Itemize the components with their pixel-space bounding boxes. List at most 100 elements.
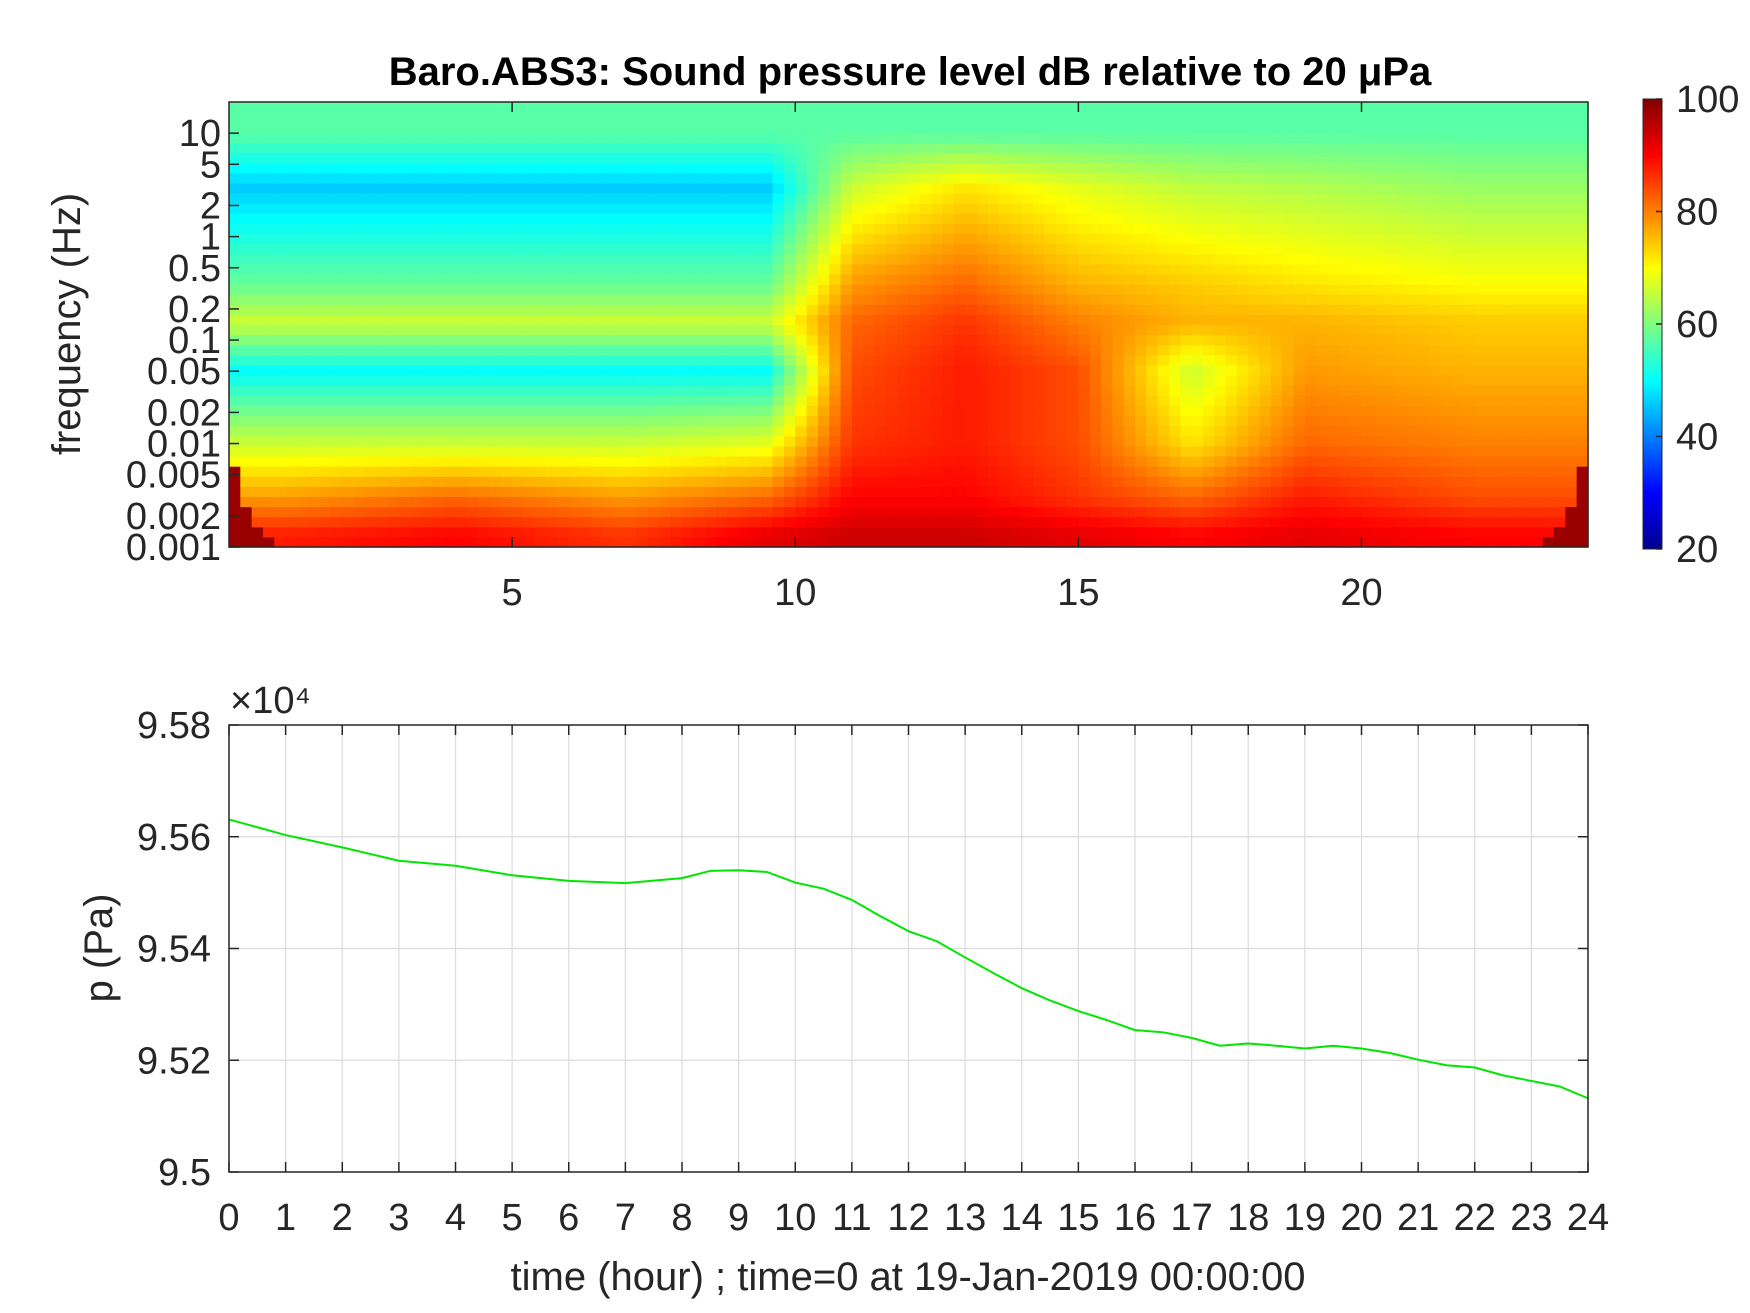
spectrogram-cell xyxy=(512,415,525,427)
spectrogram-cell xyxy=(1021,102,1034,113)
spectrogram-cell xyxy=(704,182,717,194)
spectrogram-cell xyxy=(308,223,321,235)
spectrogram-cell xyxy=(1474,263,1487,275)
spectrogram-cell xyxy=(602,304,615,315)
spectrogram-cell xyxy=(897,193,910,204)
spectrogram-cell xyxy=(908,334,921,346)
spectrogram-cell xyxy=(1361,486,1374,498)
spectrogram-cell xyxy=(330,344,343,356)
spectrogram-cell xyxy=(1123,213,1136,224)
spectrogram-cell xyxy=(829,455,842,467)
spectrogram-cell xyxy=(1429,334,1442,346)
spectrogram-cell xyxy=(1010,304,1023,315)
spectrogram-cell xyxy=(353,476,366,487)
spectrogram-cell xyxy=(976,506,989,518)
spectrogram-cell xyxy=(976,213,989,224)
spectrogram-cell xyxy=(466,182,479,194)
spectrogram-cell xyxy=(364,476,377,487)
spectrogram-cell xyxy=(840,314,853,326)
spectrogram-cell xyxy=(1372,304,1385,315)
spectrogram-cell xyxy=(1055,273,1068,285)
spectrogram-cell xyxy=(1225,182,1238,194)
spectrogram-cell xyxy=(1123,425,1136,437)
spectrogram-cell xyxy=(274,253,287,265)
spectrogram-cell xyxy=(466,233,479,245)
spectrogram-cell xyxy=(568,415,581,427)
spectrogram-cell xyxy=(1474,466,1487,477)
spectrogram-cell xyxy=(591,536,604,548)
spectrogram-cell xyxy=(229,213,241,224)
spectrogram-cell xyxy=(342,294,355,305)
spectrogram-cell xyxy=(455,496,468,508)
spectrogram-cell xyxy=(806,182,819,194)
spectrogram-cell xyxy=(829,112,842,123)
spectrogram-cell xyxy=(580,294,592,305)
spectrogram-cell xyxy=(1146,102,1159,113)
spectrogram-cell xyxy=(1327,385,1340,396)
spectrogram-cell xyxy=(1248,122,1261,133)
spectrogram-cell xyxy=(999,425,1012,437)
spectrogram-cell xyxy=(251,112,264,123)
spectrogram-cell xyxy=(874,304,887,315)
spectrogram-cell xyxy=(455,203,468,214)
spectrogram-cell xyxy=(1044,405,1057,417)
spectrogram-cell xyxy=(376,496,389,508)
spectrogram-cell xyxy=(829,395,842,407)
spectrogram-cell xyxy=(319,435,332,447)
spectrogram-cell xyxy=(1010,223,1023,235)
spectrogram-cell xyxy=(761,415,774,427)
spectrogram-cell xyxy=(1112,364,1125,376)
spectrogram-cell xyxy=(1508,496,1521,508)
spectrogram-cell xyxy=(421,455,434,467)
spectrogram-cell xyxy=(285,213,298,224)
spectrogram-cell xyxy=(738,243,751,255)
spectrogram-cell xyxy=(987,435,1000,447)
spectrogram-cell xyxy=(421,445,434,457)
spectrogram-cell xyxy=(296,496,309,508)
spectrogram-cell xyxy=(806,425,819,437)
spectrogram-cell xyxy=(240,445,253,457)
spectrogram-cell xyxy=(704,395,717,407)
spectrogram-cell xyxy=(670,182,683,194)
spectrogram-cell xyxy=(602,294,615,305)
spectrogram-cell xyxy=(410,213,423,224)
spectrogram-cell xyxy=(806,466,819,477)
spectrogram-cell xyxy=(693,263,706,275)
spectrogram-cell xyxy=(693,284,706,295)
spectrogram-cell xyxy=(795,516,808,528)
spectrogram-cell xyxy=(1486,122,1498,133)
spectrogram-cell xyxy=(1146,172,1159,184)
spectrogram-cell xyxy=(342,193,355,204)
spectrogram-cell xyxy=(1168,506,1181,518)
spectrogram-cell xyxy=(1010,233,1023,245)
spectrogram-cell xyxy=(1406,405,1419,417)
spectrogram-cell xyxy=(1497,152,1510,164)
spectrogram-cell xyxy=(546,112,559,123)
spectrogram-cell xyxy=(783,253,796,265)
spectrogram-cell xyxy=(1021,182,1034,194)
spectrogram-cell xyxy=(738,425,751,437)
spectrogram-cell xyxy=(1236,102,1249,113)
spectrogram-cell xyxy=(1123,223,1136,235)
spectrogram-cell xyxy=(274,233,287,245)
spectrogram-cell xyxy=(1157,466,1170,477)
spectrogram-cell xyxy=(342,284,355,295)
spectrogram-cell xyxy=(999,102,1012,113)
spectrogram-cell xyxy=(1146,243,1159,255)
spectrogram-cell xyxy=(364,122,377,133)
spectrogram-cell xyxy=(693,243,706,255)
spectrogram-cell xyxy=(1168,486,1181,498)
spectrogram-cell xyxy=(1168,415,1181,427)
spectrogram-cell xyxy=(1225,152,1238,164)
spectrogram-cell xyxy=(851,284,864,295)
spectrogram-cell xyxy=(1316,506,1329,518)
spectrogram-cell xyxy=(364,536,377,548)
spectrogram-cell xyxy=(1055,516,1068,528)
spectrogram-cell xyxy=(625,223,638,235)
spectrogram-cell xyxy=(761,445,774,457)
spectrogram-cell xyxy=(1406,375,1419,386)
spectrogram-cell xyxy=(625,213,638,224)
spectrogram-cell xyxy=(715,445,728,457)
spectrogram-cell xyxy=(614,213,626,224)
spectrogram-cell xyxy=(1225,506,1238,518)
